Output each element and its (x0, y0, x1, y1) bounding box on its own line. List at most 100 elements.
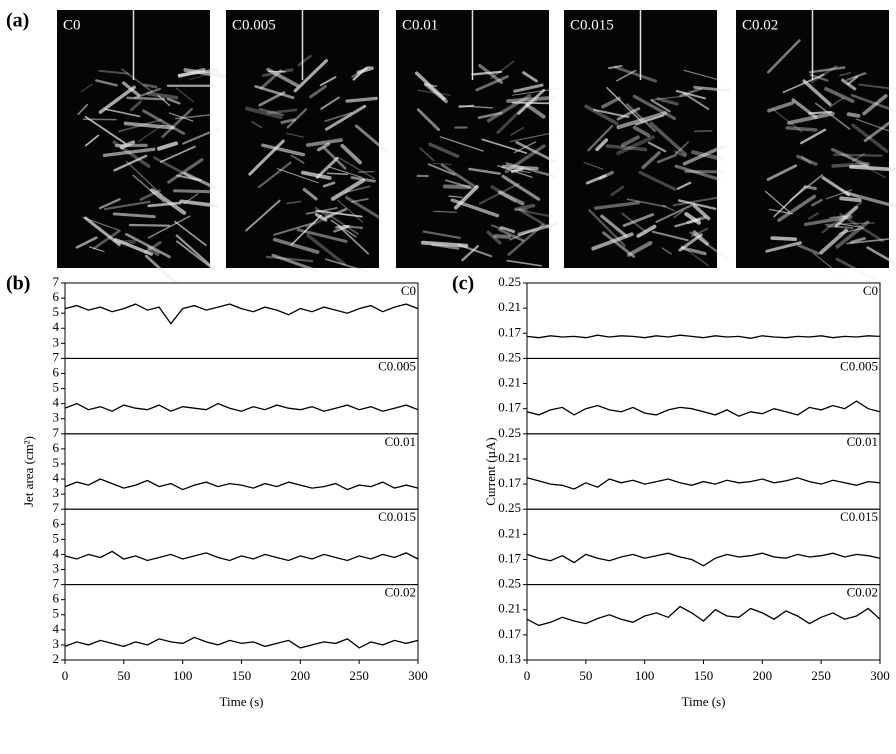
photo-streak (773, 186, 806, 218)
photo-streak (802, 79, 832, 106)
photo-label: C0.005 (232, 17, 276, 33)
photo-streak (522, 71, 538, 83)
photo-streak (104, 108, 141, 118)
photo-streak (337, 199, 364, 223)
photo-streak (830, 148, 870, 168)
photo-streak (290, 214, 322, 246)
series-line (526, 400, 881, 417)
photo-streak (616, 107, 641, 121)
photo-streak (254, 85, 295, 100)
photo-streak (258, 108, 285, 116)
photo-streak (265, 255, 314, 263)
y-tick-label: 6 (53, 440, 60, 455)
photo-streak (587, 125, 614, 152)
series-line (526, 334, 881, 339)
photo-streak (811, 198, 823, 207)
photo-streak (622, 213, 655, 227)
photo-streak (862, 94, 888, 116)
photo-streak (129, 100, 142, 112)
photo-streak (305, 138, 343, 147)
photo-streak (103, 200, 151, 211)
photo-streak (351, 198, 369, 203)
photo-streak (182, 127, 220, 145)
photo-streak (777, 194, 817, 222)
photo-streak (632, 94, 677, 121)
photo-streak (650, 95, 687, 101)
photo-streak (497, 228, 525, 242)
y-tick-label: 4 (53, 395, 60, 410)
y-tick-label: 0.17 (498, 550, 521, 565)
photo-streak (422, 230, 461, 240)
y-tick-label: 6 (53, 515, 60, 530)
photo-streak (83, 216, 121, 247)
photo-streak (676, 181, 692, 190)
photo-streak (352, 66, 368, 81)
subplot-frame (64, 357, 419, 435)
y-tick-label: 0.17 (498, 475, 521, 490)
photo-streak (800, 155, 812, 164)
photo-streak (767, 101, 795, 113)
photo-streak (478, 64, 504, 84)
photo-streak (161, 107, 193, 139)
photo-streak (420, 240, 469, 248)
subplot-frame (526, 357, 881, 435)
photo-streak (490, 60, 515, 79)
photo-streak (787, 111, 835, 125)
photo-streak (608, 64, 623, 70)
y-tick-label: 3 (53, 410, 60, 425)
photo-streak (680, 246, 707, 256)
photo-streak (672, 196, 722, 207)
photo-streak (251, 120, 263, 129)
y-tick-label: 5 (53, 380, 60, 395)
photo-streak (765, 190, 790, 213)
photo-streak (800, 128, 827, 145)
photo-streak (80, 83, 93, 93)
photo-streak (683, 69, 723, 82)
photo-streak (632, 125, 651, 138)
y-tick-label: 0.13 (498, 651, 521, 666)
photo-streak (831, 162, 870, 168)
photo-streak (84, 115, 127, 145)
photo-streak (499, 226, 516, 234)
photo-streak (837, 223, 861, 228)
photo-streak (839, 72, 851, 77)
photo-streak (354, 124, 389, 154)
photo-streak (602, 231, 636, 258)
series-line (64, 478, 419, 491)
y-tick-label: 0.17 (498, 400, 521, 415)
subplot-label: C0.01 (847, 434, 878, 449)
photo-streak (143, 83, 158, 89)
photo-streak (271, 253, 319, 273)
y-tick-label: 0.25 (498, 274, 521, 289)
subplot-frame (526, 508, 881, 586)
photo-streak (345, 196, 380, 219)
photo-streak (417, 89, 451, 96)
y-tick-label: 4 (53, 621, 60, 636)
panel-label: (a) (6, 10, 29, 32)
photo-streak (772, 108, 803, 133)
photo-streak (506, 95, 557, 103)
photo-streak (125, 160, 163, 196)
photo-streak (501, 174, 541, 201)
photo-streak (655, 203, 695, 223)
photo-streak (680, 245, 709, 267)
photo-streak (248, 139, 285, 176)
series-line (64, 402, 419, 412)
photo-streak (317, 142, 331, 152)
photo-streak (621, 212, 647, 233)
x-tick-label: 250 (811, 668, 831, 683)
subplot-label: C0 (401, 283, 416, 298)
photo-streak (432, 162, 452, 165)
photo-streak (183, 171, 217, 190)
photo-streak (845, 191, 896, 208)
photo-streak (849, 164, 868, 168)
photo-streak (684, 169, 726, 174)
subplot-label: C0.005 (378, 358, 416, 373)
photo-streak (766, 164, 798, 181)
photo-streak (851, 153, 866, 163)
photo-streak (166, 97, 181, 105)
subplot-frame (64, 584, 419, 661)
photo-streak (504, 144, 546, 174)
photo-streak (521, 209, 556, 219)
photo-label: C0 (63, 17, 81, 33)
